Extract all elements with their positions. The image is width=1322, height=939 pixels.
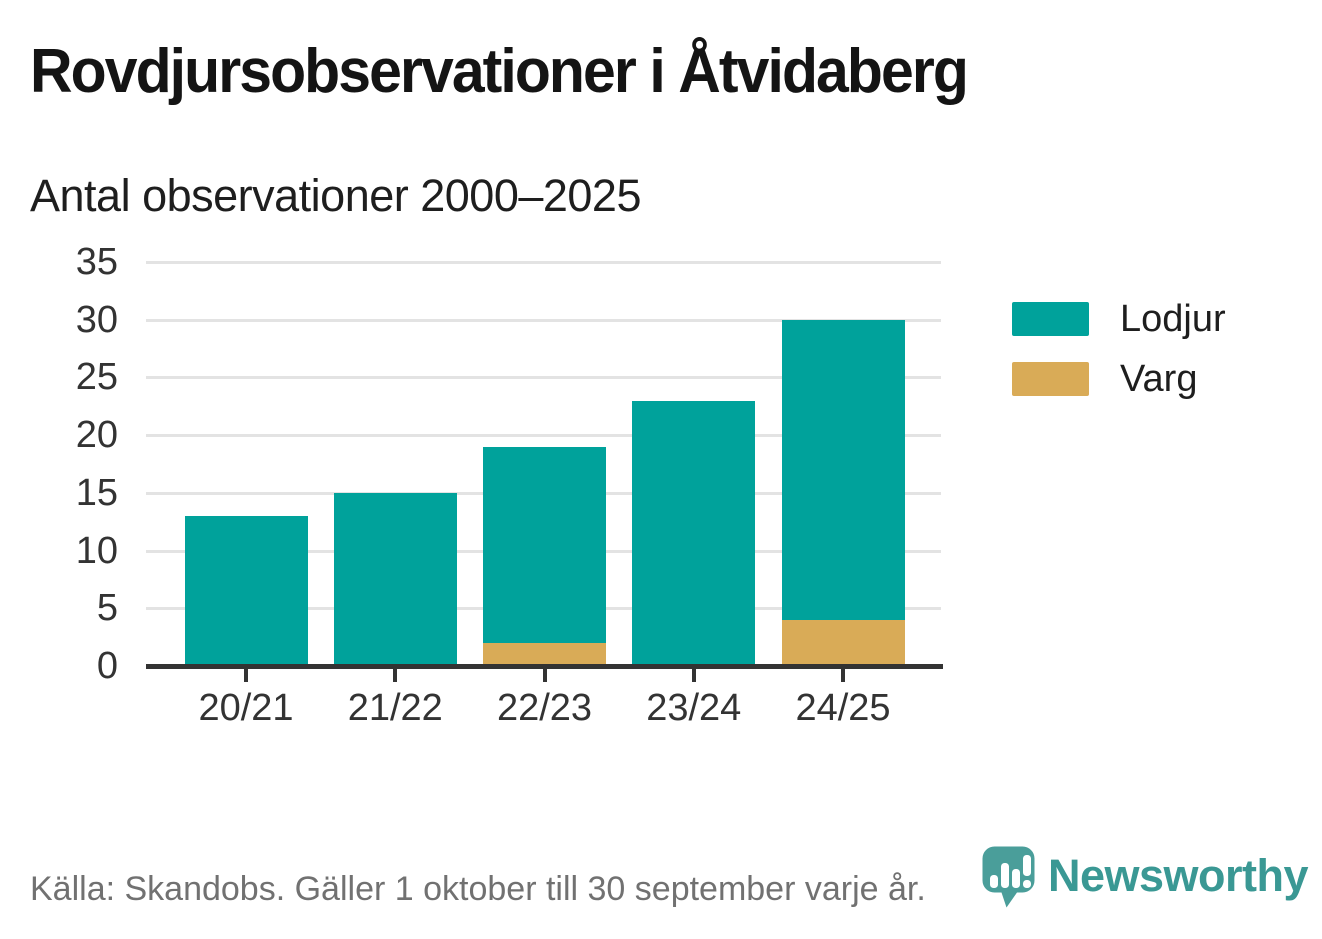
bar-segment-lodjur-22-23 bbox=[483, 446, 606, 643]
gridline-20 bbox=[146, 434, 941, 438]
bar-segment-lodjur-20-21 bbox=[184, 515, 308, 666]
legend-row-lodjur: Lodjur bbox=[1012, 300, 1226, 338]
gridline-30 bbox=[146, 318, 941, 322]
legend: Lodjur Varg bbox=[1012, 300, 1226, 398]
y-axis-label-30: 30 bbox=[75, 298, 118, 341]
y-axis-label-15: 15 bbox=[75, 471, 118, 514]
legend-swatch-lodjur bbox=[1012, 302, 1089, 336]
legend-label-lodjur: Lodjur bbox=[1120, 298, 1226, 340]
y-axis-label-35: 35 bbox=[75, 241, 118, 283]
gridline-25 bbox=[146, 376, 941, 380]
bar-segment-varg-24-25 bbox=[781, 619, 905, 666]
x-axis-tick-20-21 bbox=[244, 669, 248, 682]
legend-row-varg: Varg bbox=[1012, 360, 1226, 398]
x-axis-label-23-24: 23/24 bbox=[646, 687, 742, 729]
legend-swatch-varg bbox=[1012, 362, 1089, 396]
x-axis-label-22-23: 22/23 bbox=[496, 687, 593, 729]
newsworthy-logo-icon bbox=[982, 846, 1035, 908]
x-axis-label-21-22: 21/22 bbox=[347, 687, 443, 729]
x-axis-line bbox=[146, 664, 943, 669]
x-axis-tick-22-23 bbox=[542, 669, 547, 682]
legend-label-varg: Varg bbox=[1120, 358, 1198, 400]
gridline-35 bbox=[146, 261, 941, 264]
chart-bar-tall bbox=[1001, 863, 1009, 888]
y-axis-label-10: 10 bbox=[75, 529, 118, 572]
exclamation-stem bbox=[1023, 855, 1031, 876]
y-axis-label-20: 20 bbox=[75, 414, 118, 457]
x-axis-label-24-25: 24/25 bbox=[795, 687, 891, 729]
chart-bar-medium bbox=[1012, 869, 1020, 888]
bar-segment-lodjur-23-24 bbox=[632, 400, 756, 666]
x-axis-tick-21-22 bbox=[393, 669, 398, 682]
bar-segment-lodjur-24-25 bbox=[781, 319, 905, 620]
x-axis-tick-24-25 bbox=[841, 669, 845, 682]
bar-segment-varg-22-23 bbox=[483, 642, 606, 666]
newsworthy-logo: Newsworthy bbox=[982, 846, 1309, 910]
y-axis-label-0: 0 bbox=[96, 645, 118, 687]
y-axis-label-5: 5 bbox=[96, 587, 118, 630]
y-axis-label-25: 25 bbox=[75, 356, 118, 399]
chart-title: Rovdjursobservationer i Åtvidaberg bbox=[30, 37, 969, 106]
x-axis-tick-23-24 bbox=[691, 669, 696, 682]
plot-area bbox=[146, 261, 941, 666]
chart-subtitle: Antal observationer 2000–2025 bbox=[30, 170, 641, 221]
exclamation-dot bbox=[1023, 880, 1031, 888]
newsworthy-wordmark: Newsworthy bbox=[1048, 850, 1309, 901]
source-note: Källa: Skandobs. Gäller 1 oktober till 3… bbox=[30, 870, 926, 908]
x-axis-label-20-21: 20/21 bbox=[198, 687, 294, 729]
bar-segment-lodjur-21-22 bbox=[333, 492, 457, 666]
chart-bar-small bbox=[990, 875, 998, 888]
